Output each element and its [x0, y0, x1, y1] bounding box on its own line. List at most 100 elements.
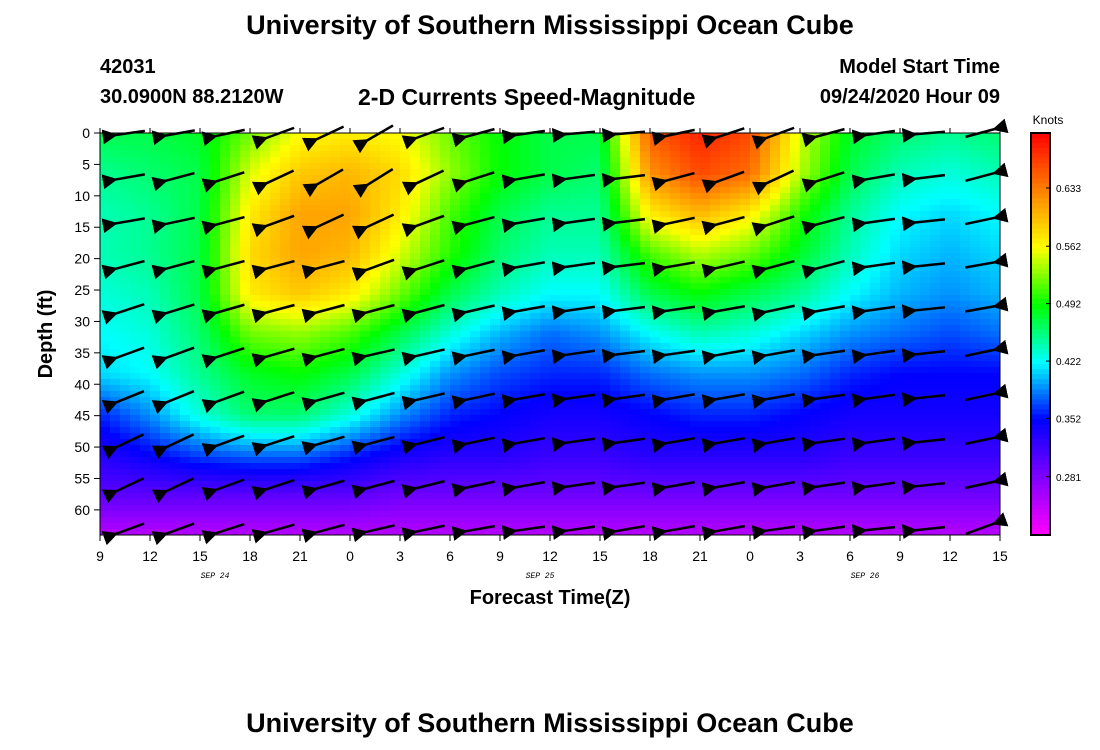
- heatmap-cell: [890, 181, 901, 188]
- heatmap-cell: [640, 253, 651, 260]
- heatmap-cell: [600, 277, 611, 284]
- heatmap-cell: [690, 313, 701, 320]
- heatmap-cell: [790, 163, 801, 170]
- heatmap-cell: [100, 283, 111, 290]
- heatmap-cell: [860, 403, 871, 410]
- heatmap-cell: [750, 187, 761, 194]
- heatmap-cell: [300, 271, 311, 278]
- heatmap-cell: [320, 391, 331, 398]
- heatmap-cell: [450, 133, 461, 140]
- heatmap-cell: [880, 433, 891, 440]
- heatmap-cell: [350, 193, 361, 200]
- heatmap-cell: [340, 325, 351, 332]
- heatmap-cell: [140, 445, 151, 452]
- heatmap-cell: [580, 295, 591, 302]
- heatmap-cell: [110, 271, 121, 278]
- heatmap-cell: [630, 145, 641, 152]
- heatmap-cell: [540, 373, 551, 380]
- heatmap-cell: [720, 397, 731, 404]
- heatmap-cell: [390, 313, 401, 320]
- heatmap-cell: [150, 205, 161, 212]
- heatmap-cell: [330, 463, 341, 470]
- heatmap-cell: [310, 211, 321, 218]
- heatmap-cell: [210, 139, 221, 146]
- heatmap-cell: [410, 301, 421, 308]
- heatmap-cell: [170, 373, 181, 380]
- heatmap-cell: [860, 181, 871, 188]
- heatmap-cell: [910, 151, 921, 158]
- heatmap-cell: [680, 187, 691, 194]
- heatmap-cell: [350, 343, 361, 350]
- heatmap-cell: [490, 145, 501, 152]
- heatmap-cell: [310, 409, 321, 416]
- heatmap-cell: [530, 313, 541, 320]
- heatmap-cell: [190, 265, 201, 272]
- heatmap-cell: [320, 289, 331, 296]
- heatmap-cell: [560, 283, 571, 290]
- heatmap-cell: [370, 337, 381, 344]
- heatmap-cell: [740, 439, 751, 446]
- heatmap-cell: [520, 277, 531, 284]
- heatmap-cell: [780, 361, 791, 368]
- heatmap-cell: [440, 319, 451, 326]
- heatmap-cell: [580, 211, 591, 218]
- heatmap-cell: [260, 301, 271, 308]
- heatmap-cell: [490, 163, 501, 170]
- heatmap-cell: [970, 151, 981, 158]
- heatmap-cell: [780, 313, 791, 320]
- heatmap-cell: [980, 259, 991, 266]
- heatmap-cell: [490, 325, 501, 332]
- heatmap-cell: [450, 265, 461, 272]
- heatmap-cell: [760, 169, 771, 176]
- heatmap-cell: [550, 433, 561, 440]
- heatmap-cell: [180, 397, 191, 404]
- heatmap-cell: [390, 397, 401, 404]
- heatmap-cell: [170, 403, 181, 410]
- heatmap-cell: [950, 433, 961, 440]
- heatmap-cell: [280, 307, 291, 314]
- heatmap-cell: [100, 241, 111, 248]
- heatmap-cell: [760, 301, 771, 308]
- heatmap-cell: [420, 187, 431, 194]
- heatmap-cell: [590, 355, 601, 362]
- heatmap-cell: [230, 139, 241, 146]
- heatmap-cell: [780, 289, 791, 296]
- heatmap-cell: [580, 445, 591, 452]
- heatmap-cell: [860, 277, 871, 284]
- heatmap-cell: [940, 223, 951, 230]
- heatmap-cell: [280, 385, 291, 392]
- heatmap-cell: [100, 397, 111, 404]
- heatmap-cell: [520, 433, 531, 440]
- heatmap-cell: [470, 271, 481, 278]
- heatmap-cell: [190, 205, 201, 212]
- heatmap-cell: [260, 319, 271, 326]
- heatmap-cell: [600, 217, 611, 224]
- heatmap-cell: [430, 433, 441, 440]
- heatmap-cell: [760, 325, 771, 332]
- heatmap-cell: [160, 313, 171, 320]
- heatmap-cell: [900, 451, 911, 458]
- heatmap-cell: [440, 139, 451, 146]
- heatmap-cell: [740, 367, 751, 374]
- heatmap-cell: [760, 427, 771, 434]
- heatmap-cell: [510, 409, 521, 416]
- heatmap-cell: [450, 223, 461, 230]
- heatmap-cell: [110, 457, 121, 464]
- heatmap-cell: [910, 277, 921, 284]
- heatmap-cell: [570, 355, 581, 362]
- heatmap-cell: [580, 199, 591, 206]
- heatmap-cell: [610, 271, 621, 278]
- heatmap-cell: [510, 337, 521, 344]
- heatmap-cell: [740, 145, 751, 152]
- heatmap-cell: [150, 367, 161, 374]
- heatmap-cell: [100, 325, 111, 332]
- heatmap-cell: [290, 277, 301, 284]
- heatmap-cell: [250, 271, 261, 278]
- heatmap-cell: [120, 391, 131, 398]
- heatmap-cell: [980, 145, 991, 152]
- heatmap-cell: [880, 175, 891, 182]
- heatmap-cell: [960, 295, 971, 302]
- heatmap-cell: [880, 181, 891, 188]
- heatmap-cell: [590, 241, 601, 248]
- heatmap-cell: [910, 295, 921, 302]
